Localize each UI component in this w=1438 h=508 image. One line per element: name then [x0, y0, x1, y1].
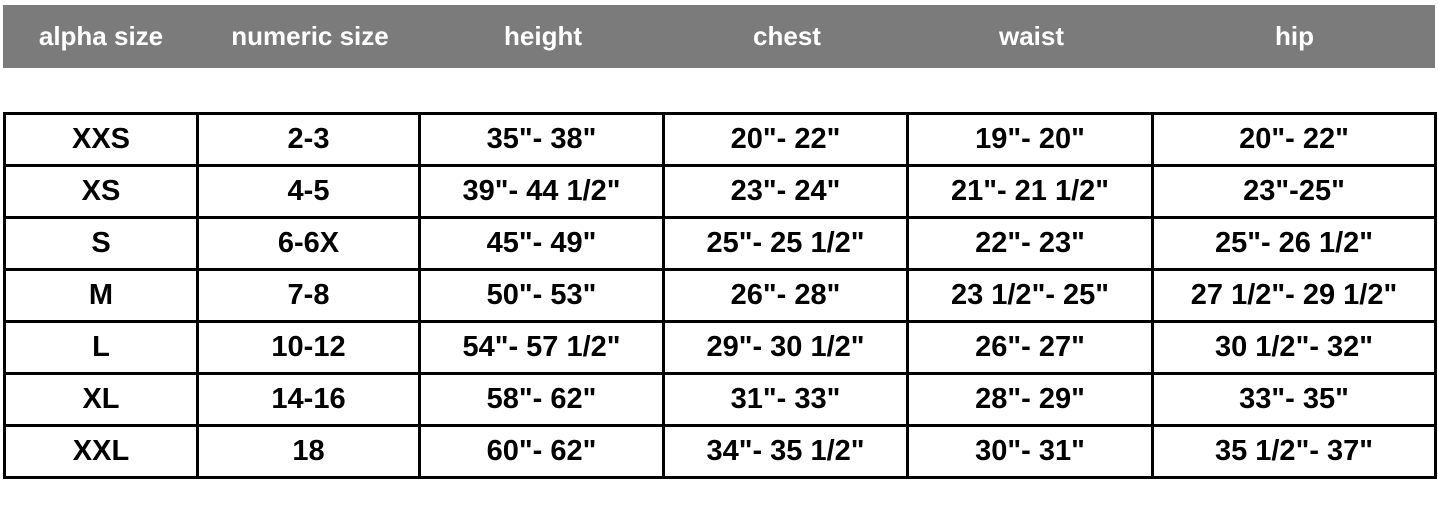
table-cell: XXL — [3, 424, 199, 479]
table-body: XXS 2-3 35"- 38" 20"- 22" 19"- 20" 20"- 22" XS… — [3, 112, 1437, 479]
table-cell: 21"- 21 1/2" — [906, 164, 1154, 219]
column-header: chest — [753, 21, 821, 51]
table-row: XS 4-5 39"- 44 1/2" 23"- 24" 21"- 21 1/2" 23"… — [3, 164, 1437, 219]
table-cell: 20"- 22" — [662, 112, 909, 167]
table-cell: 4-5 — [196, 164, 421, 219]
table-row: XXL 18 60"- 62" 34"- 35 1/2" 30"- 31" 35 1/2"… — [3, 424, 1437, 479]
table-cell: 33"- 35" — [1151, 372, 1437, 427]
table-cell: L — [3, 320, 199, 375]
table-cell: 28"- 29" — [906, 372, 1154, 427]
table-cell: 22"- 23" — [906, 216, 1154, 271]
table-cell: 30"- 31" — [906, 424, 1154, 479]
table-cell: 35"- 38" — [418, 112, 665, 167]
table-cell: 20"- 22" — [1151, 112, 1437, 167]
table-cell: 14-16 — [196, 372, 421, 427]
table-cell: 27 1/2"- 29 1/2" — [1151, 268, 1437, 323]
column-header: waist — [998, 21, 1065, 51]
table-cell: 2-3 — [196, 112, 421, 167]
table-cell: 26"- 28" — [662, 268, 909, 323]
table-cell: 23"-25" — [1151, 164, 1437, 219]
table-cell: 26"- 27" — [906, 320, 1154, 375]
table-cell: XXS — [3, 112, 199, 167]
table-cell: 10-12 — [196, 320, 421, 375]
column-header: alpha size — [38, 21, 164, 51]
table-cell: 7-8 — [196, 268, 421, 323]
table-cell: 6-6X — [196, 216, 421, 271]
header-bar: alpha size numeric size height chest waist hi… — [3, 5, 1435, 68]
table-cell: 23 1/2"- 25" — [906, 268, 1154, 323]
table-cell: 18 — [196, 424, 421, 479]
table-cell: 29"- 30 1/2" — [662, 320, 909, 375]
table-cell: 25"- 25 1/2" — [662, 216, 909, 271]
table-cell: S — [3, 216, 199, 271]
table-cell: 60"- 62" — [418, 424, 665, 479]
column-header: hip — [1275, 21, 1314, 51]
table-cell: 39"- 44 1/2" — [418, 164, 665, 219]
table-cell: XS — [3, 164, 199, 219]
table-cell: 58"- 62" — [418, 372, 665, 427]
table-cell: 45"- 49" — [418, 216, 665, 271]
table-cell: 23"- 24" — [662, 164, 909, 219]
table-cell: 19"- 20" — [906, 112, 1154, 167]
table-row: L 10-12 54"- 57 1/2" 29"- 30 1/2" 26"- 27" 30… — [3, 320, 1437, 375]
column-header: height — [504, 21, 582, 51]
table-row: XL 14-16 58"- 62" 31"- 33" 28"- 29" 33"- 35" — [3, 372, 1437, 427]
table-row: XXS 2-3 35"- 38" 20"- 22" 19"- 20" 20"- 22" — [3, 112, 1437, 167]
table-cell: 31"- 33" — [662, 372, 909, 427]
table-cell: M — [3, 268, 199, 323]
table-row: M 7-8 50"- 53" 26"- 28" 23 1/2"- 25" 27 1/2"-… — [3, 268, 1437, 323]
table-cell: XL — [3, 372, 199, 427]
table-cell: 25"- 26 1/2" — [1151, 216, 1437, 271]
size-table: XXS 2-3 35"- 38" 20"- 22" 19"- 20" 20"- 22" XS… — [3, 112, 1437, 479]
table-row: S 6-6X 45"- 49" 25"- 25 1/2" 22"- 23" 25"- 26… — [3, 216, 1437, 271]
table-cell: 34"- 35 1/2" — [662, 424, 909, 479]
table-cell: 35 1/2"- 37" — [1151, 424, 1437, 479]
table-cell: 54"- 57 1/2" — [418, 320, 665, 375]
column-header: numeric size — [231, 21, 389, 51]
table-cell: 50"- 53" — [418, 268, 665, 323]
table-cell: 30 1/2"- 32" — [1151, 320, 1437, 375]
